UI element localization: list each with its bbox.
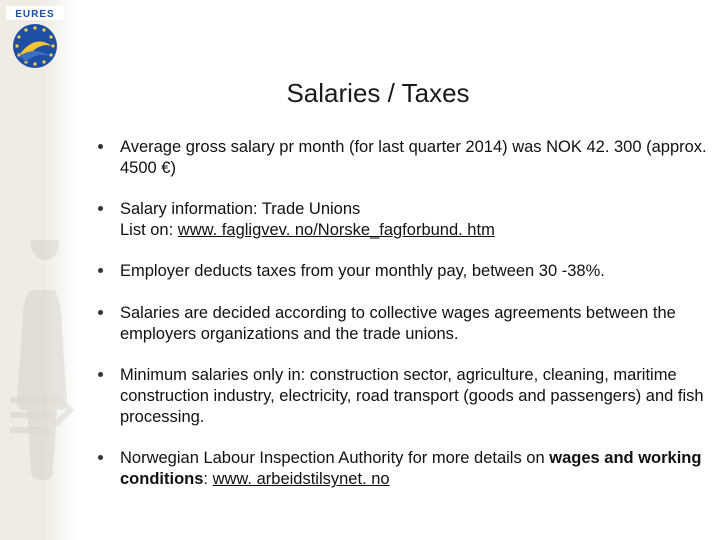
logo-label: EURES [15,9,54,20]
bullet-text: Average gross salary pr month (for last … [120,138,707,177]
bullet-text: Salaries are decided according to collec… [120,304,676,343]
list-item: Employer deducts taxes from your monthly… [98,261,716,282]
list-item: Minimum salaries only in: construction s… [98,365,716,428]
bullet-text: Employer deducts taxes from your monthly… [120,262,605,280]
eures-logo: EURES [6,6,64,78]
bullet-dot [98,268,103,273]
bullet-text: Minimum salaries only in: construction s… [120,366,704,426]
bullet-dot [98,144,103,149]
trade-unions-link[interactable]: www. fagligvev. no/Norske_fagforbund. ht… [178,221,495,239]
bullet-dot [98,310,103,315]
list-item: Salary information: Trade Unions List on… [98,199,716,241]
person-silhouette [0,240,90,540]
list-item: Norwegian Labour Inspection Authority fo… [98,448,716,490]
slide-title: Salaries / Taxes [40,78,716,109]
bullet-text: Norwegian Labour Inspection Authority fo… [120,449,701,488]
bullet-dot [98,372,103,377]
list-item: Salaries are decided according to collec… [98,303,716,345]
bullet-list: Average gross salary pr month (for last … [80,137,716,490]
slide-content: Salaries / Taxes Average gross salary pr… [80,0,716,540]
bullet-dot [98,206,103,211]
bullet-text: Salary information: Trade Unions List on… [120,200,495,239]
labour-authority-link[interactable]: www. arbeidstilsynet. no [213,470,390,488]
list-item: Average gross salary pr month (for last … [98,137,716,179]
bullet-dot [98,455,103,460]
